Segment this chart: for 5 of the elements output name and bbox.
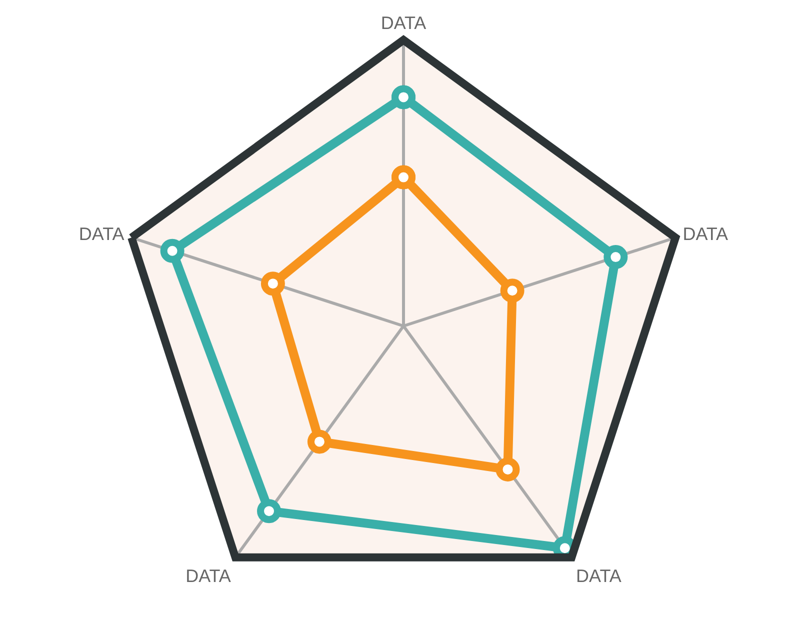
spoke-label: DATA [186,566,231,586]
spoke-label: DATA [576,566,622,586]
spoke-label: DATA [380,12,426,33]
spoke-label: DATA [78,224,124,244]
spoke-label: DATA [682,224,728,244]
